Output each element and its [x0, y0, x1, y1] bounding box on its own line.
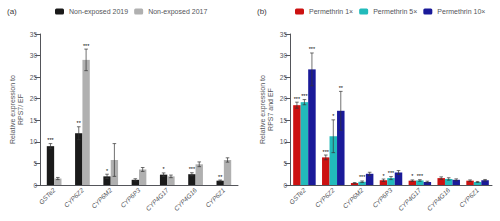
svg-text:CYP6Z2: CYP6Z2: [313, 186, 336, 209]
svg-text:**: **: [218, 174, 223, 180]
svg-text:***: ***: [417, 173, 424, 179]
svg-text:20: 20: [280, 95, 288, 102]
svg-text:30: 30: [30, 52, 38, 59]
svg-text:35: 35: [30, 31, 38, 38]
svg-text:Non-exposed 2017: Non-exposed 2017: [148, 8, 207, 16]
svg-text:Relative expression to: Relative expression to: [259, 75, 267, 144]
svg-text:Permethrin 5×: Permethrin 5×: [373, 8, 417, 15]
svg-text:25: 25: [30, 74, 38, 81]
svg-text:15: 15: [30, 117, 38, 124]
svg-text:35: 35: [280, 31, 288, 38]
svg-text:***: ***: [189, 166, 196, 172]
svg-text:5: 5: [283, 160, 287, 167]
svg-text:***: ***: [47, 137, 54, 143]
svg-text:Non-exposed 2019: Non-exposed 2019: [69, 8, 128, 16]
svg-text:***: ***: [294, 96, 301, 102]
svg-text:CYP6Z2: CYP6Z2: [63, 186, 86, 209]
svg-text:(b): (b): [257, 7, 267, 16]
svg-text:***: ***: [83, 43, 90, 49]
svg-text:5: 5: [33, 160, 37, 167]
svg-text:**: **: [339, 85, 344, 91]
svg-text:CYP6M2: CYP6M2: [341, 186, 365, 210]
svg-text:*: *: [163, 166, 166, 172]
svg-text:**: **: [77, 120, 82, 126]
svg-text:CYP4G16: CYP4G16: [426, 186, 452, 212]
svg-text:CYP6M2: CYP6M2: [90, 186, 114, 210]
svg-text:Relative expression to: Relative expression to: [9, 75, 17, 144]
svg-text:20: 20: [30, 95, 38, 102]
svg-text:CYP4G17: CYP4G17: [144, 186, 170, 212]
svg-text:***: ***: [323, 149, 330, 155]
svg-text:***: ***: [359, 174, 366, 180]
svg-text:***: ***: [301, 93, 308, 99]
svg-text:CYP4G17: CYP4G17: [397, 186, 423, 212]
svg-text:0: 0: [283, 182, 287, 189]
svg-text:*: *: [106, 168, 109, 174]
svg-text:10: 10: [30, 138, 38, 145]
svg-text:Permethrin 1×: Permethrin 1×: [309, 8, 353, 15]
svg-text:10: 10: [280, 138, 288, 145]
svg-text:30: 30: [280, 52, 288, 59]
svg-text:***: ***: [309, 46, 316, 52]
svg-text:GSTe2: GSTe2: [288, 186, 307, 205]
svg-text:(a): (a): [7, 7, 17, 16]
svg-text:25: 25: [280, 74, 288, 81]
svg-text:CYP4G16: CYP4G16: [172, 186, 198, 212]
svg-text:GSTe2: GSTe2: [38, 186, 57, 205]
svg-text:CYP6Z1: CYP6Z1: [458, 186, 481, 209]
svg-text:RPS7 and EF: RPS7 and EF: [267, 88, 274, 131]
svg-text:RPS7/ EF: RPS7/ EF: [17, 94, 24, 125]
svg-text:CYP6P3: CYP6P3: [371, 186, 394, 209]
svg-text:*: *: [332, 113, 335, 119]
svg-text:0: 0: [33, 182, 37, 189]
svg-text:*: *: [382, 173, 385, 179]
svg-text:CYP6P3: CYP6P3: [119, 186, 142, 209]
svg-text:*: *: [411, 173, 414, 179]
svg-text:***: ***: [388, 170, 395, 176]
svg-text:CYP6Z1: CYP6Z1: [204, 186, 227, 209]
svg-text:15: 15: [280, 117, 288, 124]
svg-text:Permethrin 10×: Permethrin 10×: [437, 8, 485, 15]
